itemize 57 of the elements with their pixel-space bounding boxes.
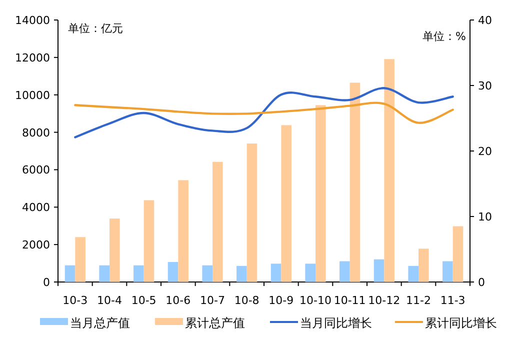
bar xyxy=(212,162,223,282)
legend-label: 当月同比增长 xyxy=(300,316,372,330)
bar xyxy=(110,218,120,282)
x-tick-label: 10-6 xyxy=(166,294,191,307)
y-tick-label: 6000 xyxy=(22,164,50,177)
y-tick-label: 2000 xyxy=(22,238,50,252)
bar xyxy=(408,266,418,282)
bar xyxy=(64,265,76,282)
bar xyxy=(134,265,144,282)
bar xyxy=(281,125,292,282)
bar xyxy=(99,265,110,282)
legend-label: 累计总产值 xyxy=(185,316,245,330)
bar xyxy=(384,59,394,282)
y-tick-label: 10000 xyxy=(15,88,50,102)
annotation: 单位：亿元 xyxy=(68,22,123,35)
bar xyxy=(246,144,258,282)
x-tick-label: 10-12 xyxy=(368,294,400,307)
bar xyxy=(178,180,188,282)
x-tick-label: 10-3 xyxy=(62,294,88,307)
bar xyxy=(202,265,212,282)
bar xyxy=(305,264,316,282)
y2-tick-label: 0 xyxy=(478,276,485,289)
bar xyxy=(144,200,154,282)
legend-label: 当月总产值 xyxy=(70,316,130,330)
y2-tick-label: 10 xyxy=(478,210,492,224)
x-tick-label: 10-5 xyxy=(131,294,156,307)
x-tick-label: 10-9 xyxy=(268,294,294,307)
bar xyxy=(236,266,247,282)
y-tick-label: 14000 xyxy=(15,14,50,27)
legend-label: 累计同比增长 xyxy=(425,316,497,330)
bar xyxy=(350,82,360,282)
x-tick-label: 10-11 xyxy=(334,294,366,307)
x-tick-label: 10-8 xyxy=(234,294,260,307)
y-tick-label: 0 xyxy=(43,276,50,289)
y-tick-label: 4000 xyxy=(22,201,50,214)
x-tick-label: 11-2 xyxy=(406,294,431,307)
y-tick-label: 12000 xyxy=(15,51,50,64)
line-series xyxy=(74,102,454,124)
annotation: 单位：% xyxy=(422,30,466,43)
bar xyxy=(452,226,464,282)
y-tick-label: 8000 xyxy=(22,126,50,140)
line-series xyxy=(74,87,454,138)
y2-tick-label: 20 xyxy=(478,145,492,158)
bar xyxy=(418,248,429,282)
x-tick-label: 11-3 xyxy=(440,294,466,307)
bar xyxy=(270,264,282,282)
bar xyxy=(442,261,453,282)
x-tick-label: 10-4 xyxy=(97,294,122,307)
bar xyxy=(340,261,350,282)
x-tick-label: 10-7 xyxy=(200,294,225,307)
y2-tick-label: 40 xyxy=(478,14,492,27)
bar xyxy=(316,105,326,282)
bar xyxy=(168,262,178,282)
bar xyxy=(374,259,384,282)
x-tick-label: 10-10 xyxy=(300,294,332,307)
bar xyxy=(75,237,86,282)
y2-tick-label: 30 xyxy=(478,80,492,92)
